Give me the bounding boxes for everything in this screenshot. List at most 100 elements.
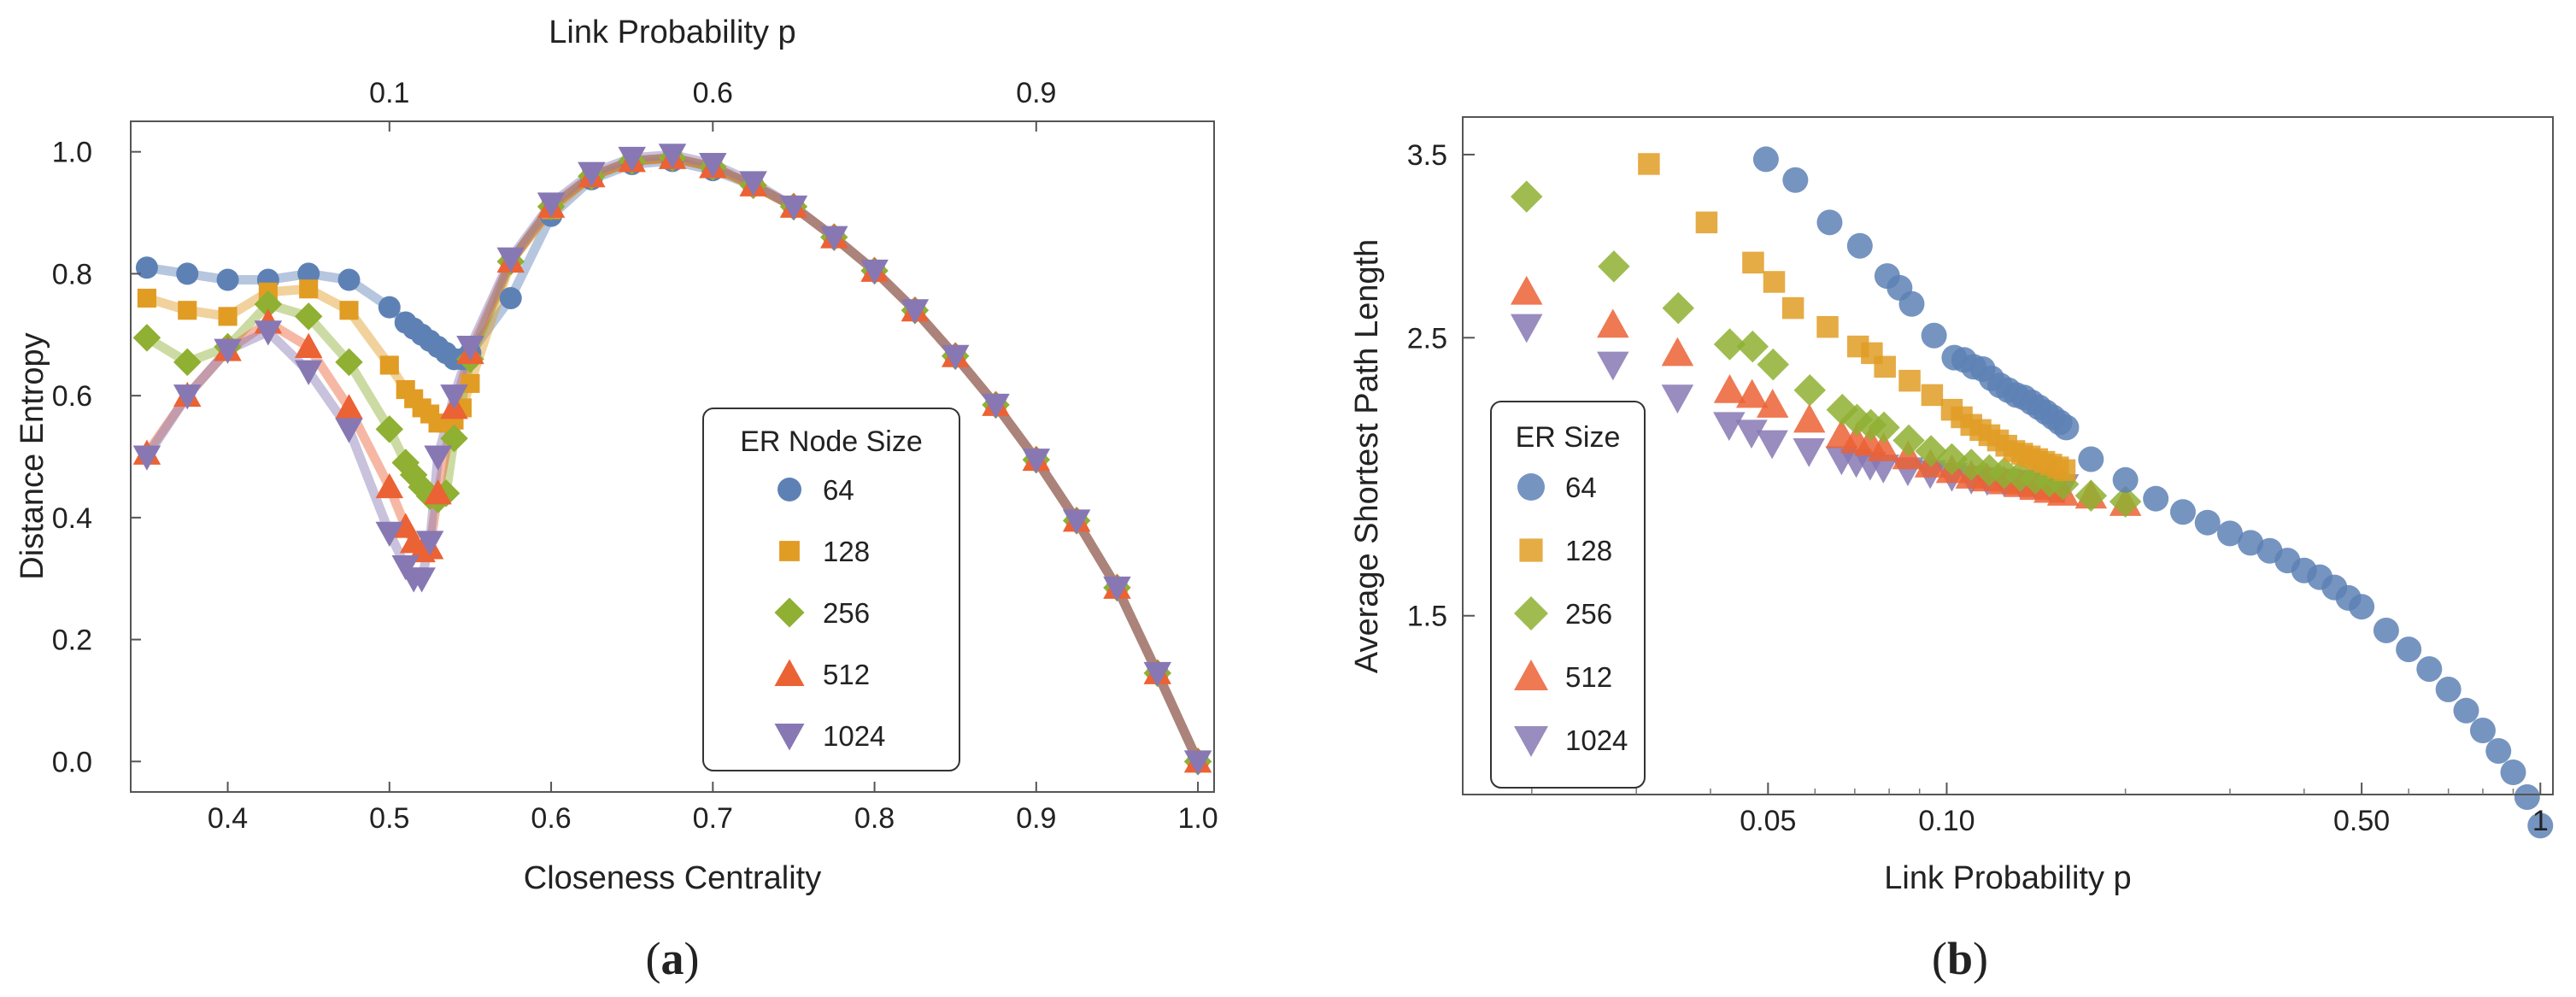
panel-b-legend-items: 64 128 256 512 1024	[1514, 472, 1628, 757]
panel-a-y-axis: 0.0 0.2 0.4 0.6 0.8 1.0	[52, 137, 141, 778]
panel-b-point-256	[1510, 180, 1543, 213]
panel-a-legend-label-128: 128	[823, 536, 870, 567]
panel-b-point-512	[1713, 374, 1746, 403]
panel-b-point-256	[1892, 424, 1925, 457]
panel-a-top-tick-label: 0.9	[1016, 77, 1056, 109]
panel-b-point-64	[1898, 290, 1925, 317]
panel-a-series-128-line	[142, 153, 1203, 766]
panel-b-point-64	[1816, 209, 1843, 236]
panel-a-point-1024	[982, 393, 1010, 419]
panel-a-point-1024	[335, 418, 363, 443]
panel-b-legend-label-256: 256	[1565, 598, 1612, 630]
panel-a-point-1024	[496, 247, 525, 273]
panel-a-y-tick-label: 0.8	[52, 258, 92, 290]
panel-b-point-128	[1898, 369, 1921, 392]
panel-b-point-128	[1695, 211, 1718, 234]
panel-a-legend-marker-1024	[774, 724, 805, 751]
panel-a-point-1024	[456, 336, 484, 361]
panel-a-legend-marker-512	[774, 659, 805, 686]
panel-a-caption-open: (	[646, 933, 661, 984]
panel-a-point-128	[379, 355, 399, 375]
panel-a-point-1024	[424, 445, 452, 471]
panel-b-x-tick-label: 1	[2532, 805, 2549, 837]
panel-a-x-tick-label: 0.8	[854, 802, 895, 835]
panel-a-point-256	[294, 302, 323, 331]
panel-a-y-axis-title: Distance Entropy	[15, 332, 50, 579]
panel-a-series-markers	[132, 144, 1212, 776]
panel-b-point-64	[2373, 617, 2399, 643]
panel-b-point-512	[1510, 275, 1543, 305]
panel-b-point-64	[1846, 232, 1873, 259]
panel-b-y-axis-title: Average Shortest Path Length	[1349, 239, 1385, 673]
panel-b-point-64	[2078, 446, 2104, 472]
panel-b-point-64	[1921, 322, 1947, 349]
panel-b-point-1024	[1867, 455, 1900, 484]
panel-b-point-1024	[1510, 314, 1543, 343]
panel-b-y-tick-label: 2.5	[1407, 322, 1447, 355]
panel-a-point-64	[216, 268, 239, 291]
panel-b-point-512	[1756, 389, 1789, 418]
panel-a-point-256	[440, 424, 468, 453]
panel-a-point-1024	[779, 195, 808, 221]
panel-a-caption-letter: a	[661, 933, 684, 984]
panel-b-point-64	[2349, 594, 2375, 620]
panel-a-top-axis-title: Link Probability p	[549, 15, 795, 50]
panel-b-point-128	[1742, 251, 1764, 274]
panel-b-legend-marker-512	[1514, 660, 1548, 690]
panel-a-point-128	[299, 279, 319, 299]
panel-a-point-1024	[739, 171, 767, 196]
panel-b-point-1024	[1713, 412, 1746, 442]
panel-a-point-1024	[658, 144, 687, 169]
panel-a-point-64	[378, 296, 401, 319]
panel-a-legend-items: 64 128 256 512 1024	[774, 474, 885, 752]
panel-a-point-128	[178, 301, 197, 320]
panel-a-point-1024	[820, 226, 848, 251]
panel-b-legend-title: ER Size	[1516, 421, 1621, 454]
panel-a-point-64	[176, 262, 199, 285]
panel-a-x-tick-label: 0.4	[208, 802, 248, 835]
panel-b-legend-label-128: 128	[1565, 535, 1612, 566]
panel-b-x-axis-title: Link Probability p	[1884, 860, 2131, 896]
panel-a-point-1024	[1143, 661, 1172, 688]
panel-a-point-64	[499, 286, 522, 309]
panel-b-x-tick-label: 0.05	[1740, 805, 1796, 837]
panel-b-legend-label-64: 64	[1565, 472, 1597, 503]
panel-a-legend-marker-64	[777, 478, 801, 501]
panel-b-point-128	[1638, 153, 1660, 175]
panel-a-point-256	[335, 348, 363, 377]
panel-b-caption-letter: b	[1947, 933, 1973, 984]
panel-b-point-512	[1735, 378, 1769, 408]
panel-a-point-1024	[214, 338, 242, 364]
panel-b-x-tick-label: 0.10	[1918, 805, 1975, 837]
panel-b-point-64	[2169, 499, 2196, 525]
panel-a-legend-title: ER Node Size	[740, 425, 923, 458]
panel-b-point-64	[2112, 466, 2139, 493]
panel-b-point-1024	[1661, 384, 1694, 414]
panel-a-point-128	[137, 288, 156, 308]
panel-a-x-tick-label: 0.7	[693, 802, 733, 835]
panel-b-point-64	[1782, 167, 1809, 193]
panel-a-caption-close: )	[684, 933, 700, 984]
panel-a-legend-box	[702, 408, 960, 771]
panel-b-legend-label-512: 512	[1565, 661, 1612, 693]
panel-a-point-512	[375, 472, 404, 499]
panel-b-caption: (b)	[1932, 933, 1988, 984]
panel-b-point-128	[1763, 271, 1786, 293]
panel-b-point-256	[2074, 479, 2108, 513]
panel-b-point-512	[1793, 403, 1826, 433]
panel-b-point-128	[1921, 384, 1944, 407]
panel-a-point-1024	[1103, 576, 1131, 602]
panel-b-point-256	[1736, 330, 1769, 363]
panel-b-point-64	[1752, 146, 1779, 173]
panel-a-point-1024	[901, 299, 930, 325]
panel-b-point-256	[1662, 291, 1695, 325]
panel-a-x-tick-label: 0.6	[531, 802, 571, 835]
panel-a-legend: ER Node Size 64 128 256 512 1024	[702, 408, 960, 771]
panel-b-point-64	[2500, 759, 2526, 785]
panel-a-point-1024	[173, 384, 202, 410]
panel-b-legend-marker-128	[1519, 538, 1543, 562]
panel-b-point-128	[1816, 315, 1839, 338]
panel-b-point-64	[2435, 677, 2462, 703]
panel-b-caption-open: (	[1932, 933, 1947, 984]
panel-b-point-128	[2053, 459, 2076, 482]
